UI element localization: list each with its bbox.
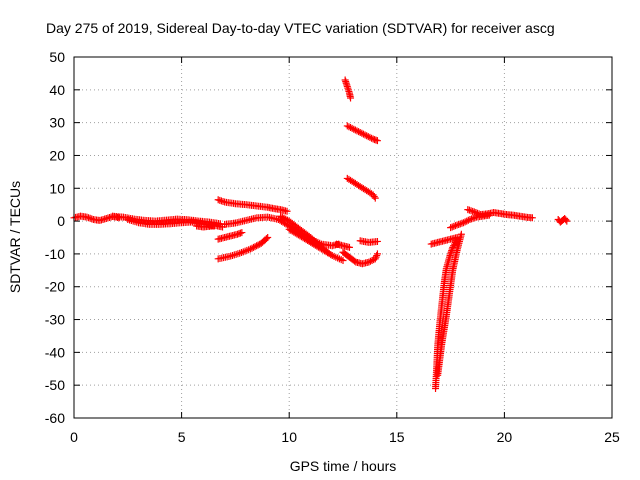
axis-ticks (73, 56, 613, 419)
plot-frame (73, 56, 613, 419)
series-track-12 (343, 122, 381, 145)
data-point (366, 133, 374, 141)
x-tick-label: 15 (389, 429, 405, 445)
y-tick-label: 30 (49, 115, 65, 131)
series-track-16 (333, 240, 353, 251)
series-track-20 (464, 206, 536, 222)
data-point (262, 235, 270, 243)
x-tick-label: 5 (178, 429, 186, 445)
y-tick-label: 0 (57, 213, 65, 229)
data-point (350, 125, 358, 133)
series-track-22 (554, 214, 571, 226)
series-track-4 (193, 222, 226, 231)
data-point (248, 244, 256, 252)
data-point (450, 240, 458, 248)
data-point (363, 132, 371, 140)
chart-title: Day 275 of 2019, Sidereal Day-to-day VTE… (46, 20, 555, 36)
data-point (450, 222, 458, 230)
data-point (246, 245, 254, 253)
x-axis-label: GPS time / hours (290, 458, 397, 474)
data-point (366, 257, 374, 265)
series-track-13 (343, 174, 379, 202)
data-point (460, 219, 468, 227)
y-tick-labels: 50 40 30 20 10 0 -10 -20 -30 -40 -50 -60 (45, 49, 65, 426)
data-point (250, 243, 258, 251)
series-track-18 (434, 230, 465, 379)
data-point (339, 256, 347, 264)
data-point (563, 217, 571, 225)
data-point (373, 237, 381, 245)
data-point (251, 243, 259, 251)
y-tick-label: -30 (45, 312, 65, 328)
data-point (253, 242, 261, 250)
y-tick-label: -60 (45, 410, 65, 426)
series-track-9 (214, 229, 246, 243)
data-point (373, 250, 381, 258)
data-point (348, 124, 356, 132)
data-point (451, 222, 459, 230)
y-tick-label: 40 (49, 82, 65, 98)
data-point (238, 229, 246, 237)
y-tick-label: 50 (49, 49, 65, 65)
data-point (562, 216, 570, 224)
y-tick-label: 10 (49, 180, 65, 196)
data-point (371, 194, 379, 202)
data-point (359, 130, 367, 138)
y-tick-label: -40 (45, 344, 65, 360)
series-track-15 (356, 237, 381, 246)
data-point (345, 123, 353, 131)
data-point (461, 218, 469, 226)
data-point (358, 129, 366, 137)
data-point (343, 122, 351, 130)
data-point (368, 256, 376, 264)
data-point (351, 126, 359, 134)
y-tick-label: -20 (45, 279, 65, 295)
data-point (370, 192, 378, 200)
data-points (70, 76, 571, 392)
y-axis-label: SDTVAR / TECUs (7, 181, 23, 293)
data-point (457, 230, 465, 238)
data-point (485, 211, 493, 219)
series-track-21 (447, 211, 493, 232)
data-point (373, 252, 381, 260)
series-track-11 (341, 76, 355, 102)
grid (74, 57, 612, 418)
data-point (368, 134, 376, 142)
data-point (347, 124, 355, 132)
y-tick-label: -50 (45, 377, 65, 393)
x-tick-label: 0 (70, 429, 78, 445)
series-track-14 (339, 248, 381, 268)
data-point (283, 207, 291, 215)
data-point (345, 243, 353, 251)
data-point (373, 137, 381, 145)
x-tick-labels: 0 5 10 15 20 25 (70, 429, 620, 445)
data-point (355, 128, 363, 136)
x-tick-label: 20 (497, 429, 513, 445)
data-point (361, 131, 369, 139)
data-point (464, 216, 472, 224)
data-point (356, 128, 364, 136)
series-track-19 (427, 234, 461, 248)
y-tick-label: 20 (49, 147, 65, 163)
x-tick-label: 10 (281, 429, 297, 445)
data-point (353, 127, 361, 135)
data-point (447, 224, 455, 232)
series-track-8 (285, 225, 347, 264)
data-point (528, 214, 536, 222)
data-point (463, 217, 471, 225)
data-point (372, 253, 380, 261)
data-point (365, 258, 373, 266)
data-point (347, 94, 355, 102)
data-point (371, 255, 379, 263)
data-point (264, 234, 272, 241)
data-point (448, 223, 456, 231)
series-track-10 (214, 234, 272, 263)
data-point (453, 234, 461, 241)
x-tick-label: 25 (604, 429, 620, 445)
series-track-5 (214, 196, 291, 215)
data-point (364, 133, 372, 141)
y-tick-label: -10 (45, 246, 65, 262)
data-point (254, 241, 262, 249)
